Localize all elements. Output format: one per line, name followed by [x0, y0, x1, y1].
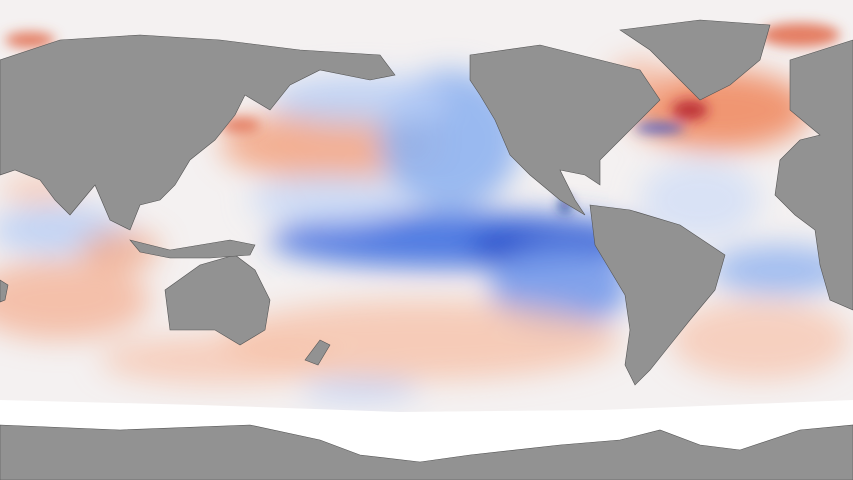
madagascar: [0, 279, 9, 303]
indonesia: [129, 239, 256, 259]
south-america: [589, 204, 726, 386]
new-zealand: [304, 339, 331, 366]
australia: [164, 254, 271, 346]
greenland: [619, 19, 771, 101]
eurasia: [0, 34, 396, 231]
north-america: [469, 44, 661, 216]
antarctic-land: [0, 424, 853, 480]
anomaly-field: [0, 60, 850, 402]
land: [0, 19, 853, 386]
antarctica: [0, 400, 853, 480]
africa-europe: [774, 39, 853, 311]
